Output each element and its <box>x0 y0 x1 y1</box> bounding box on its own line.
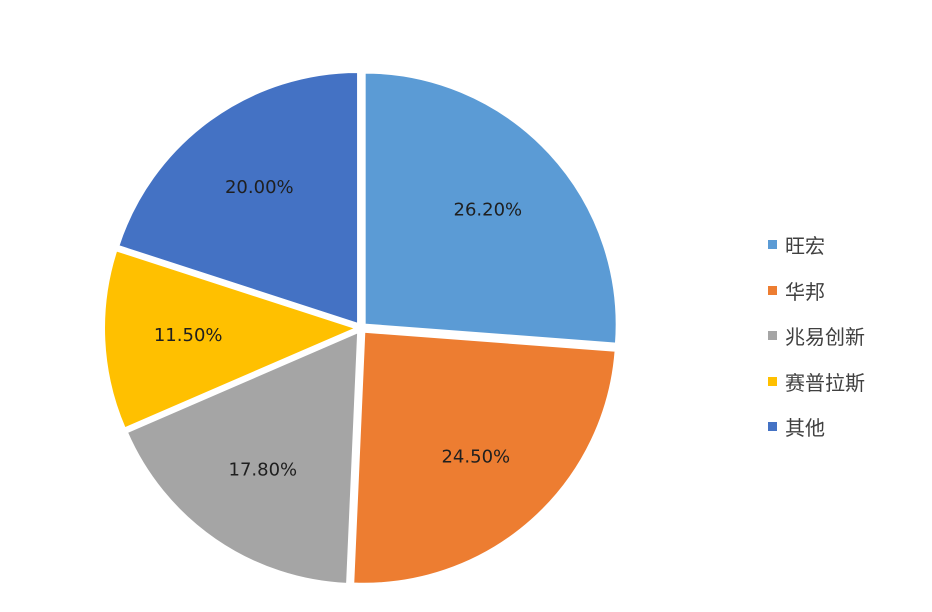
legend-item: 其他 <box>768 404 918 450</box>
slice-data-label: 26.20% <box>454 199 523 220</box>
legend: 旺宏 华邦 兆易创新 赛普拉斯 其他 <box>768 222 918 450</box>
legend-label: 兆易创新 <box>785 325 865 350</box>
legend-item: 兆易创新 <box>768 313 918 359</box>
legend-swatch <box>768 331 777 341</box>
legend-item: 旺宏 <box>768 222 918 268</box>
pie-slice <box>352 330 617 585</box>
slice-data-label: 20.00% <box>225 177 294 198</box>
legend-swatch <box>768 285 777 295</box>
legend-swatch <box>768 422 777 432</box>
legend-swatch <box>768 376 777 386</box>
pie-slice <box>103 249 359 430</box>
legend-item: 华邦 <box>768 268 918 314</box>
slice-data-label: 17.80% <box>229 459 298 480</box>
pie-slice <box>117 70 360 326</box>
slice-data-label: 24.50% <box>441 446 510 467</box>
pie-slice <box>363 71 618 345</box>
legend-item: 赛普拉斯 <box>768 359 918 405</box>
legend-label: 华邦 <box>785 279 825 304</box>
legend-swatch <box>768 240 777 250</box>
legend-label: 旺宏 <box>785 234 825 259</box>
legend-label: 其他 <box>785 416 825 441</box>
legend-label: 赛普拉斯 <box>785 370 865 395</box>
slice-data-label: 11.50% <box>154 325 223 346</box>
pie-slice <box>125 330 360 585</box>
